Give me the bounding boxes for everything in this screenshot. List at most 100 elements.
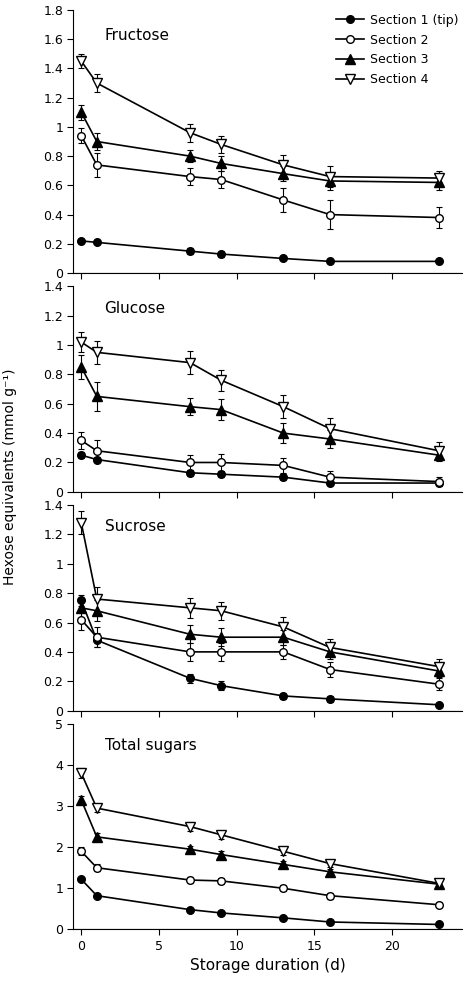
Legend: Section 1 (tip), Section 2, Section 3, Section 4: Section 1 (tip), Section 2, Section 3, S… (334, 11, 461, 88)
Line: Section 3: Section 3 (77, 795, 443, 889)
Section 4 (327, 422, 333, 434)
Section 4 (281, 159, 286, 171)
Section 1 (tip) (327, 477, 333, 489)
Section 3 (94, 135, 100, 147)
Section 1 (tip) (78, 594, 84, 606)
Text: Total sugars: Total sugars (105, 739, 196, 753)
Section 1 (tip) (78, 874, 84, 886)
Section 1 (tip) (327, 255, 333, 267)
Section 4 (78, 55, 84, 67)
Section 1 (tip) (436, 477, 442, 489)
Section 1 (tip) (281, 471, 286, 483)
Text: Fructose: Fructose (105, 29, 170, 44)
Section 3 (219, 404, 224, 415)
Section 2 (78, 613, 84, 625)
Section 4 (187, 357, 193, 369)
Section 1 (tip) (78, 449, 84, 461)
Section 2 (94, 159, 100, 171)
Section 1 (tip) (94, 237, 100, 248)
Section 1 (tip) (281, 252, 286, 264)
Section 1 (tip) (187, 467, 193, 479)
Section 3 (78, 794, 84, 806)
Section 1 (tip) (187, 246, 193, 257)
Section 3 (187, 150, 193, 162)
Section 1 (tip) (281, 911, 286, 923)
Section 2 (187, 171, 193, 183)
Line: Section 1 (tip): Section 1 (tip) (77, 596, 443, 709)
Section 1 (tip) (327, 693, 333, 705)
Line: Section 4: Section 4 (77, 338, 443, 455)
Section 2 (327, 471, 333, 483)
Section 1 (tip) (94, 453, 100, 465)
Section 4 (187, 602, 193, 614)
Section 3 (327, 866, 333, 878)
Section 3 (78, 602, 84, 614)
Section 1 (tip) (327, 916, 333, 928)
Section 4 (219, 829, 224, 841)
Section 4 (281, 845, 286, 857)
Section 2 (436, 899, 442, 911)
Section 4 (78, 517, 84, 529)
Section 2 (187, 874, 193, 886)
Section 4 (94, 346, 100, 358)
Section 2 (78, 129, 84, 141)
Section 2 (94, 631, 100, 643)
Text: Sucrose: Sucrose (105, 520, 165, 535)
Section 3 (187, 843, 193, 855)
Line: Section 3: Section 3 (77, 363, 443, 459)
Section 2 (94, 862, 100, 874)
Section 4 (187, 821, 193, 833)
Section 1 (tip) (94, 634, 100, 646)
Section 1 (tip) (187, 904, 193, 915)
Section 3 (78, 106, 84, 118)
Section 3 (436, 449, 442, 461)
Section 1 (tip) (219, 907, 224, 918)
Section 3 (94, 604, 100, 616)
Section 3 (94, 831, 100, 843)
Section 2 (281, 883, 286, 895)
Section 4 (281, 621, 286, 633)
Line: Section 2: Section 2 (77, 132, 443, 222)
Section 2 (187, 646, 193, 658)
Section 1 (tip) (436, 699, 442, 711)
Section 2 (219, 174, 224, 186)
Section 4 (281, 401, 286, 413)
Section 2 (281, 646, 286, 658)
Section 4 (219, 138, 224, 150)
Section 2 (436, 212, 442, 224)
Line: Section 1 (tip): Section 1 (tip) (77, 451, 443, 487)
Section 4 (219, 375, 224, 387)
Section 3 (94, 391, 100, 403)
Section 4 (436, 878, 442, 890)
Section 3 (436, 879, 442, 891)
Section 4 (78, 336, 84, 348)
Section 4 (78, 767, 84, 779)
Section 3 (436, 177, 442, 189)
Text: Glucose: Glucose (105, 300, 166, 316)
Line: Section 1 (tip): Section 1 (tip) (77, 876, 443, 928)
Section 2 (219, 456, 224, 468)
Text: Hexose equivalents (mmol g⁻¹): Hexose equivalents (mmol g⁻¹) (3, 369, 18, 585)
Section 3 (436, 665, 442, 677)
Line: Section 3: Section 3 (77, 107, 443, 187)
Section 2 (327, 890, 333, 902)
Section 3 (281, 859, 286, 871)
Section 1 (tip) (436, 918, 442, 930)
Section 3 (219, 631, 224, 643)
Line: Section 3: Section 3 (77, 603, 443, 676)
Section 3 (78, 361, 84, 373)
Section 2 (78, 845, 84, 857)
Line: Section 2: Section 2 (77, 615, 443, 688)
Section 3 (281, 168, 286, 180)
Line: Section 2: Section 2 (77, 436, 443, 485)
Section 3 (219, 849, 224, 861)
Line: Section 4: Section 4 (77, 768, 443, 888)
Section 2 (94, 444, 100, 456)
Section 4 (219, 604, 224, 616)
Section 2 (327, 664, 333, 676)
Line: Section 4: Section 4 (77, 57, 443, 183)
Section 4 (94, 802, 100, 814)
Section 1 (tip) (219, 468, 224, 480)
Section 1 (tip) (436, 255, 442, 267)
Section 4 (327, 641, 333, 653)
